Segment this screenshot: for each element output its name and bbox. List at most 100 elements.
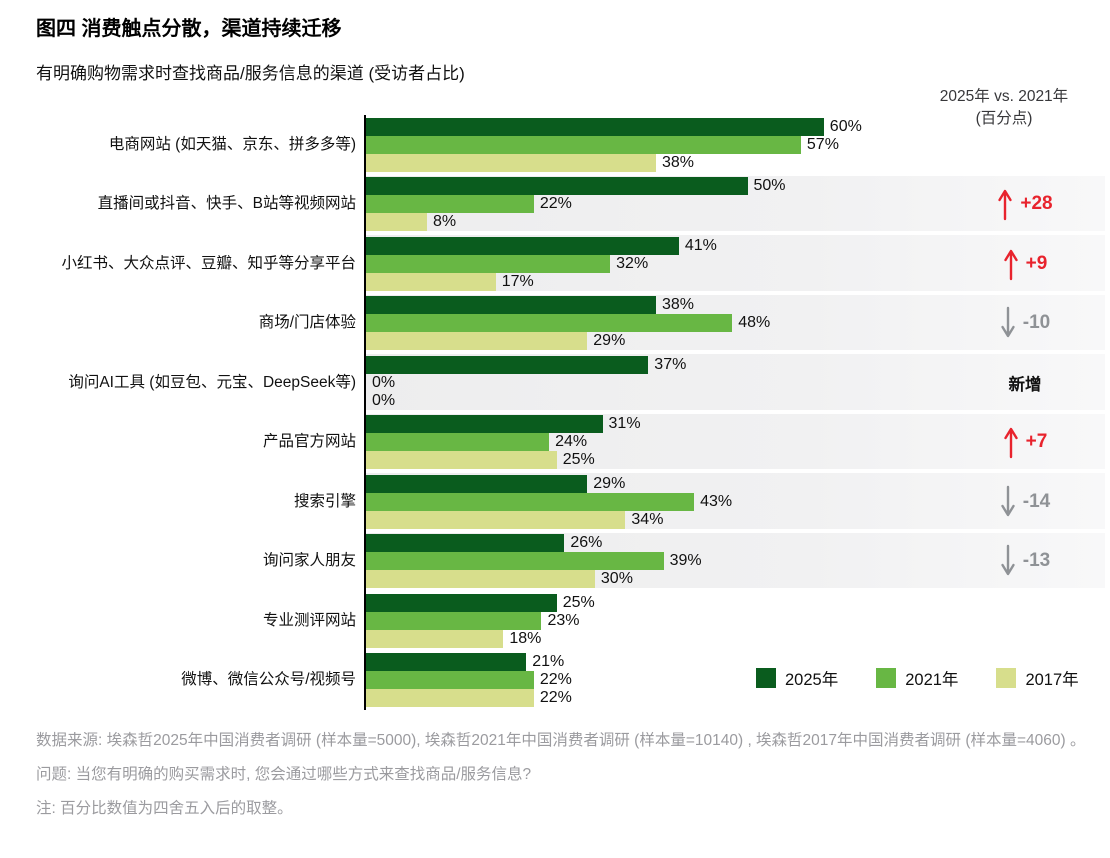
row-plot-area: 37% 0% 0% 新增 <box>365 353 1105 413</box>
bar-line: 25% <box>366 593 595 612</box>
bar-2021年 <box>366 135 801 154</box>
bar-line: 31% <box>366 415 641 434</box>
bar-line: 25% <box>366 451 641 470</box>
bar-value-label: 21% <box>532 653 565 671</box>
bar-2025年 <box>366 296 656 315</box>
bar-value-label: 37% <box>654 355 687 373</box>
bar-2017年 <box>366 570 595 589</box>
bar-line: 30% <box>366 570 702 589</box>
figure-title: 图四 消费触点分散，渠道持续迁移 <box>36 18 342 40</box>
row-plot-area: 38% 48% 29% -10 <box>365 294 1105 354</box>
change-indicator: +28 <box>945 175 1105 235</box>
bar-2017年 <box>366 272 496 291</box>
category-label: 搜索引擎 <box>293 492 356 510</box>
bar-2017年 <box>366 689 534 708</box>
category-label: 询问家人朋友 <box>262 552 356 570</box>
bar-value-label: 34% <box>631 510 664 528</box>
bar-2017年 <box>366 153 656 172</box>
bar-value-label: 22% <box>539 671 572 689</box>
bar-group: 50% 22% 8% <box>366 177 786 232</box>
bar-line: 0% <box>366 392 686 410</box>
footnotes: 数据来源: 埃森哲2025年中国消费者调研 (样本量=5000), 埃森哲202… <box>36 726 1098 828</box>
category-label: 询问AI工具 (如豆包、元宝、DeepSeek等) <box>68 373 356 391</box>
bar-value-label: 43% <box>700 492 733 510</box>
bar-2021年 <box>366 195 534 214</box>
bar-2025年 <box>366 355 649 374</box>
legend-item-2017年: 2017年 <box>996 666 1079 690</box>
chart-row: 专业测评网站 25% 23% 18% <box>36 591 1105 651</box>
bar-line: 22% <box>366 689 572 708</box>
bar-value-label: 24% <box>555 433 588 451</box>
bar-value-label: 22% <box>539 689 572 707</box>
chart-row: 询问家人朋友 26% 39% 30% -13 <box>36 532 1105 592</box>
trend-arrow-icon <box>998 190 1013 221</box>
bar-line: 22% <box>366 195 786 214</box>
row-plot-area: 25% 23% 18% <box>365 591 1105 651</box>
bar-value-label: 8% <box>433 213 457 231</box>
bar-value-label: 25% <box>562 451 595 469</box>
bar-2021年 <box>366 671 534 690</box>
bar-value-label: 25% <box>562 593 595 611</box>
change-indicator: -13 <box>945 532 1105 592</box>
bar-2017年 <box>366 510 626 529</box>
row-plot-area: 60% 57% 38% <box>365 115 1105 175</box>
bar-value-label: 17% <box>501 272 534 290</box>
change-indicator: 新增 <box>945 353 1105 413</box>
bar-line: 8% <box>366 213 786 232</box>
bar-line: 29% <box>366 474 732 493</box>
category-label: 产品官方网站 <box>262 433 356 451</box>
row-plot-area: 41% 32% 17% +9 <box>365 234 1105 294</box>
bar-2017年 <box>366 451 557 470</box>
legend-swatch <box>756 668 776 688</box>
bar-line: 60% <box>366 117 862 136</box>
change-column-header-line2: (百分点) <box>975 110 1033 127</box>
bar-2025年 <box>366 653 527 672</box>
bar-2021年 <box>366 254 611 273</box>
y-axis-line <box>364 115 366 710</box>
bar-value-label: 32% <box>616 254 649 272</box>
row-plot-area: 29% 43% 34% -14 <box>365 472 1105 532</box>
chart-row: 电商网站 (如天猫、京东、拼多多等) 60% 57% 38% <box>36 115 1105 175</box>
bar-2021年 <box>366 611 542 630</box>
legend-label: 2017年 <box>1025 671 1079 689</box>
bar-value-label: 29% <box>593 474 626 492</box>
bar-2017年 <box>366 332 588 351</box>
bar-group: 38% 48% 29% <box>366 296 771 351</box>
chart-legend: 2025年 2021年 2017年 <box>756 666 1079 690</box>
bar-line: 38% <box>366 296 770 315</box>
bar-line: 48% <box>366 314 771 333</box>
category-label: 电商网站 (如天猫、京东、拼多多等) <box>108 135 356 153</box>
legend-label: 2021年 <box>905 671 959 689</box>
chart-row: 微博、微信公众号/视频号 21% 22% 22% <box>36 651 1105 711</box>
bar-value-label: 48% <box>738 314 771 332</box>
bar-group: 31% 24% 25% <box>366 415 641 470</box>
bar-2025年 <box>366 474 588 493</box>
bar-line: 39% <box>366 552 702 571</box>
category-label: 专业测评网站 <box>262 611 356 629</box>
figure-subtitle: 有明确购物需求时查找商品/服务信息的渠道 (受访者占比) <box>36 64 465 83</box>
category-label: 小红书、大众点评、豆瓣、知乎等分享平台 <box>61 254 356 272</box>
bar-value-label: 18% <box>509 629 542 647</box>
bar-2025年 <box>366 236 679 255</box>
category-label: 商场/门店体验 <box>258 314 356 332</box>
bar-value-label: 57% <box>806 135 839 153</box>
bar-value-label: 50% <box>753 177 786 195</box>
change-value: -10 <box>1022 312 1051 334</box>
chart-row: 询问AI工具 (如豆包、元宝、DeepSeek等) 37% 0% 0% 新增 <box>36 353 1105 413</box>
bar-2021年 <box>366 314 733 333</box>
row-plot-area: 31% 24% 25% +7 <box>365 413 1105 473</box>
bar-line: 24% <box>366 433 641 452</box>
change-indicator: +7 <box>945 413 1105 473</box>
bar-line: 22% <box>366 671 572 690</box>
row-plot-area: 21% 22% 22% <box>365 651 1105 711</box>
bar-value-label: 39% <box>669 552 702 570</box>
bar-line: 21% <box>366 653 572 672</box>
bar-line: 57% <box>366 135 862 154</box>
bar-value-label: 0% <box>372 391 396 409</box>
bar-group: 37% 0% 0% <box>366 355 687 410</box>
chart-row: 小红书、大众点评、豆瓣、知乎等分享平台 41% 32% 17% +9 <box>36 234 1105 294</box>
change-column-header-line1: 2025年 vs. 2021年 <box>939 88 1069 105</box>
chart-row: 搜索引擎 29% 43% 34% -14 <box>36 472 1105 532</box>
footnote: 注: 百分比数值为四舍五入后的取整。 <box>36 800 293 817</box>
